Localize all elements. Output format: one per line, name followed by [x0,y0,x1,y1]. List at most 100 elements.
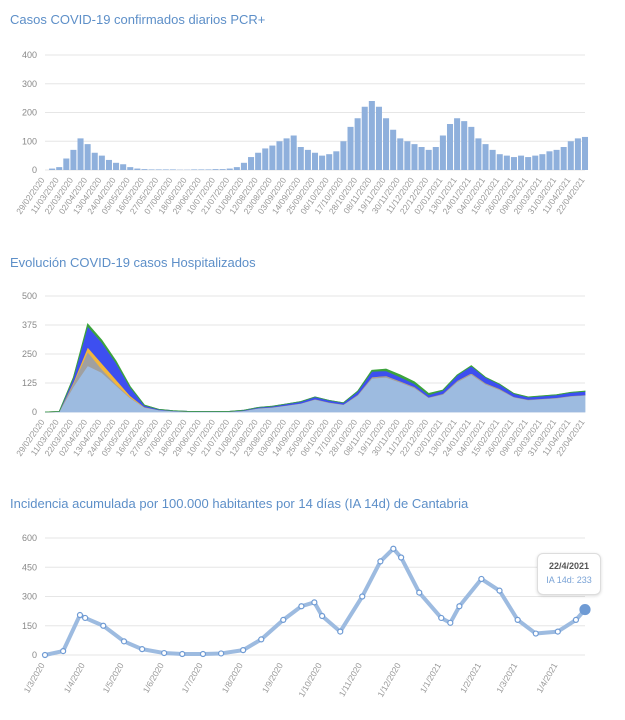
chart1-bar [198,169,205,170]
chart1-bar [120,164,127,170]
chart2-title: Evolución COVID-19 casos Hospitalizados [10,255,256,270]
chart1-bar [518,155,525,170]
chart3-point [161,649,168,657]
chart3-y-tick-label: 300 [22,592,37,602]
chart1-bar [77,138,84,170]
chart1-y-tick-label: 100 [22,136,37,146]
chart3-title: Incidencia acumulada por 100.000 habitan… [10,496,469,511]
chart1-bar [375,106,382,170]
chart3-point [311,599,318,606]
chart1-bar [191,169,198,170]
chart3-x-tick-label: 1/9/2020 [260,661,285,695]
chart3-x-tick-label: 1/8/2020 [220,661,245,695]
chart1-bar [319,155,326,170]
chart3-x-tick-label: 1/2/2021 [458,661,483,695]
chart1-bar [113,162,120,170]
chart3-point [456,603,463,610]
chart1-bar [482,144,489,170]
chart1-bar [262,148,269,170]
chart1-bar [205,169,212,170]
chart1-bar [525,157,532,170]
chart3-point [82,614,89,622]
chart1-bar [297,147,304,170]
chart1-y-tick-label: 0 [32,165,37,175]
chart3-point [377,558,384,565]
tooltip-value: IA 14d: 233 [546,575,592,585]
chart3-point [337,628,344,635]
chart1-bar [134,168,141,170]
chart1-y-tick-label: 200 [22,108,37,118]
chart2-y-tick-label: 375 [22,320,37,330]
chart1-bar [240,162,247,170]
chart1-bar [219,169,226,170]
chart3-point [298,603,305,610]
chart3-point [218,650,225,657]
chart3-point [554,628,561,635]
chart3-x-tick-label: 1/6/2020 [141,661,166,695]
chart1-y-tick-label: 400 [22,50,37,60]
chart3-point [139,646,146,653]
chart3-point [390,545,397,552]
chart3-y-tick-label: 150 [22,621,37,631]
chart1-bar [361,106,368,170]
chart1-bar [84,144,91,170]
chart1-bar [127,167,134,170]
chart1-y-tick-label: 300 [22,79,37,89]
chart1-bar [304,149,311,170]
chart1-bar [446,124,454,170]
chart1-bar [340,141,347,170]
chart1-bar [248,157,255,170]
chart1-bar [141,169,148,170]
chart1-bar [148,169,155,170]
chart1-bar [169,169,176,170]
chart1-bar [368,101,375,170]
chart3-point [280,616,287,624]
chart3-x-tick-label: 1/10/2020 [296,661,324,699]
chart1-bar [418,147,425,170]
chart1-bar [532,155,539,170]
chart1-bar [510,157,517,170]
chart3-point [319,612,326,620]
chart1-bar [333,151,340,170]
chart2-area-series-5 [44,323,586,413]
chart1-bar [347,126,354,170]
chart1-bar [162,169,169,170]
chart3-point [438,614,445,622]
chart1-bar [404,141,411,170]
chart3-point [496,587,503,594]
chart1-bar [290,135,297,170]
chart3-point [478,575,485,583]
chart3-x-tick-label: 1/5/2020 [101,661,126,695]
chart1-bar [496,154,503,170]
chart1-bar [503,155,510,170]
chart3-point [572,616,580,624]
chart1-bar [574,138,581,170]
chart1-bar [539,154,546,170]
chart1-bar [98,155,105,170]
chart3-y-tick-label: 450 [22,562,37,572]
chart1-bar [91,152,98,170]
chart3-x-tick-label: 1/11/2020 [337,661,364,698]
chart1-bar [411,144,418,170]
chart1-bar [269,145,276,170]
chart1-bar [489,149,496,170]
chart3-point [199,650,207,658]
chart1-bar [553,149,560,170]
chart1-bar [212,169,219,170]
chart3-point [76,611,84,619]
chart1-bar [567,141,574,170]
chart1-bar [226,168,233,170]
chart1-bar [276,141,283,170]
chart2-y-tick-label: 500 [22,291,37,301]
chart3-point [120,638,128,645]
chart1-bar [326,154,333,170]
chart1-bar [454,118,461,170]
chart3-point [41,651,49,659]
chart3-y-tick-label: 0 [32,650,37,660]
chart3-x-tick-label: 1/12/2020 [375,661,403,699]
chart1-bar [397,138,404,170]
chart3-x-tick-label: 1/4/2021 [534,661,559,695]
chart2-y-tick-label: 250 [22,349,37,359]
chart1-bar [311,152,319,170]
